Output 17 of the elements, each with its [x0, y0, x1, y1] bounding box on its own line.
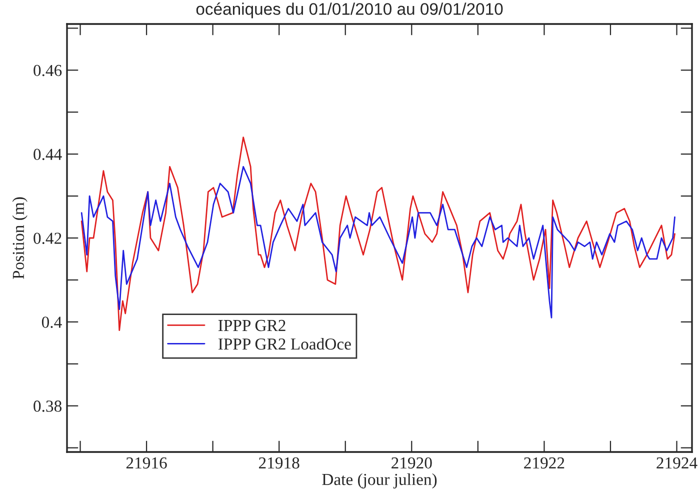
line-series: [80, 166, 676, 318]
chart-title: océaniques du 01/01/2010 au 09/01/2010: [196, 2, 503, 18]
y-axis-title: Position (m): [12, 197, 28, 279]
x-tick-label: 21920: [392, 457, 432, 469]
legend-label: IPPP GR2 LoadOce: [218, 338, 351, 350]
y-tick-label: 0.46: [34, 64, 62, 76]
x-axis-title: Date (jour julien): [322, 473, 437, 488]
line-series: [80, 136, 676, 332]
x-tick-label: 21916: [126, 457, 167, 469]
legend-label: IPPP GR2: [218, 320, 286, 332]
y-tick-label: 0.44: [34, 148, 62, 160]
x-tick-label: 21918: [258, 457, 300, 469]
x-tick-label: 21922: [524, 457, 564, 469]
x-tick-label: 21924: [656, 457, 698, 469]
y-tick-label: 0.4: [42, 316, 62, 328]
y-tick-label: 0.42: [34, 232, 62, 244]
y-tick-label: 0.38: [34, 400, 62, 412]
